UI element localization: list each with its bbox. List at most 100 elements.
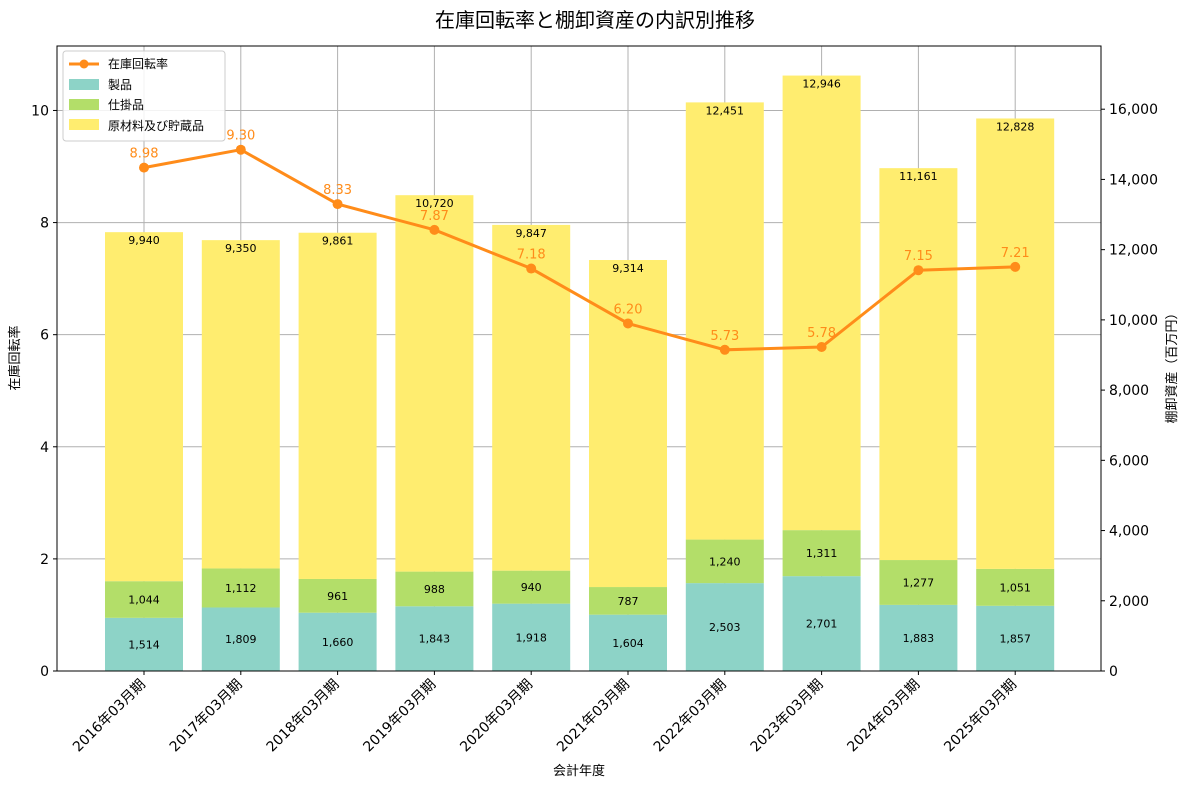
- bar-value-label: 988: [424, 583, 445, 596]
- bar-value-label: 1,883: [903, 632, 935, 645]
- bar-product: [976, 605, 1055, 671]
- bar-wip: [492, 570, 571, 604]
- bar-product: [298, 612, 377, 671]
- bar-material: [201, 240, 280, 569]
- right-tick-label: 4,000: [1109, 524, 1149, 540]
- chart-title: 在庫回転率と棚卸資産の内訳別推移: [435, 8, 755, 32]
- rate-series-line: [143, 148, 1016, 352]
- x-tick-label: 2023年03月期: [748, 677, 827, 756]
- bar-value-label: 9,847: [515, 227, 547, 240]
- bar-value-label: 1,051: [999, 581, 1031, 594]
- bar-material: [492, 224, 571, 571]
- x-tick-label: 2025年03月期: [941, 677, 1020, 756]
- right-tick-label: 2,000: [1109, 594, 1149, 610]
- x-tick-label: 2017年03月期: [167, 677, 246, 756]
- left-tick-label: 4: [40, 440, 49, 456]
- right-axis-label: 棚卸資産（百万円）: [1164, 306, 1180, 423]
- bar-product: [201, 607, 280, 671]
- bar-value-label: 11,161: [899, 170, 938, 183]
- legend-wip-swatch: [69, 99, 99, 110]
- rate-value-label: 5.73: [710, 329, 739, 344]
- bar-labels: 1,514 1,044 9,940 1,809 1,112 9,350 1,660 961 9,…: [128, 78, 1034, 652]
- bar-product: [105, 617, 183, 671]
- bar-wip: [589, 587, 667, 615]
- legend: 在庫回転率 製品 仕掛品 原材料及び貯蔵品: [62, 50, 226, 142]
- left-axis-label: 在庫回転率: [7, 325, 23, 390]
- rate-value-label: 6.20: [614, 302, 643, 317]
- bar-value-label: 1,311: [806, 547, 838, 560]
- left-axis: 0 2 4 6 8 10: [31, 103, 57, 680]
- bar-value-label: 1,918: [515, 631, 547, 644]
- x-axis: 2016年03月期 2017年03月期 2018年03月期 2019年03月期 2020…: [70, 671, 1020, 755]
- legend-product-label: 製品: [108, 78, 132, 92]
- bar-value-label: 1,843: [419, 633, 451, 646]
- bar-wip: [782, 530, 861, 577]
- bar-wip: [105, 581, 183, 618]
- left-tick-label: 8: [40, 216, 49, 232]
- rate-point: [623, 318, 633, 329]
- bar-value-label: 1,809: [225, 633, 257, 646]
- legend-material-swatch: [69, 119, 99, 130]
- rate-point: [526, 263, 537, 274]
- right-tick-label: 16,000: [1109, 102, 1158, 118]
- bar-value-label: 10,720: [415, 197, 454, 210]
- bar-value-label: 1,857: [999, 632, 1031, 645]
- left-tick-label: 10: [31, 103, 49, 119]
- rate-point: [816, 342, 827, 353]
- legend-product-swatch: [69, 79, 99, 90]
- bar-value-label: 9,940: [128, 234, 160, 247]
- bar-value-label: 1,604: [612, 637, 644, 650]
- x-tick-label: 2020年03月期: [457, 677, 536, 756]
- bar-value-label: 961: [327, 590, 348, 603]
- rate-point: [913, 265, 924, 276]
- legend-material-label: 原材料及び貯蔵品: [108, 119, 204, 133]
- right-tick-label: 12,000: [1109, 243, 1158, 259]
- rate-point: [1010, 261, 1021, 272]
- bar-wip: [298, 578, 377, 613]
- rate-value-label: 7.15: [904, 249, 933, 264]
- bar-value-label: 1,514: [128, 638, 160, 651]
- rate-point: [332, 199, 343, 210]
- bar-value-label: 1,277: [903, 576, 935, 589]
- bar-value-label: 2,503: [709, 621, 741, 634]
- bar-value-label: 9,350: [225, 242, 257, 255]
- rate-line: 8.98 9.30 8.33 7.87 7.18 6.20 5.73 5.78 7.15 7.21: [130, 129, 1030, 355]
- bar-product: [395, 606, 474, 671]
- bar-value-label: 12,451: [706, 104, 745, 117]
- rate-point: [139, 162, 149, 173]
- bar-material: [685, 102, 764, 540]
- bar-value-label: 1,240: [709, 555, 741, 568]
- rate-value-label: 5.78: [807, 326, 836, 341]
- bar-wip: [685, 539, 764, 584]
- bar-material: [782, 75, 861, 531]
- bar-product: [492, 603, 571, 671]
- bar-value-label: 9,861: [322, 235, 354, 248]
- bar-value-label: 1,660: [322, 636, 354, 649]
- bar-product: [782, 576, 861, 671]
- rate-value-label: 9.30: [226, 129, 255, 144]
- rate-value-label: 7.87: [420, 209, 449, 224]
- bar-value-label: 9,314: [612, 262, 644, 275]
- plot-frame: [56, 45, 1102, 672]
- bar-wip: [879, 560, 958, 605]
- right-axis: 0 2,000 4,000 6,000 8,000 10,000 12,000 14,000 1…: [1101, 102, 1158, 680]
- right-tick-label: 10,000: [1109, 313, 1158, 329]
- rate-value-label: 7.21: [1001, 246, 1030, 261]
- rate-point: [719, 344, 730, 355]
- x-tick-label: 2018年03月期: [264, 677, 343, 756]
- bar-wip: [201, 568, 280, 608]
- x-axis-label: 会計年度: [553, 763, 605, 779]
- legend-wip-label: 仕掛品: [108, 97, 144, 112]
- bar-value-label: 787: [618, 595, 639, 608]
- left-tick-label: 6: [40, 328, 49, 344]
- x-tick-label: 2021年03月期: [554, 677, 633, 756]
- rate-value-label: 7.18: [517, 248, 546, 263]
- right-tick-label: 6,000: [1109, 453, 1149, 469]
- bar-wip: [976, 568, 1055, 606]
- bar-material: [298, 232, 377, 579]
- bar-material: [976, 118, 1055, 569]
- bar-material: [879, 168, 958, 561]
- bar-material: [105, 232, 183, 582]
- legend-rate-label: 在庫回転率: [108, 56, 168, 71]
